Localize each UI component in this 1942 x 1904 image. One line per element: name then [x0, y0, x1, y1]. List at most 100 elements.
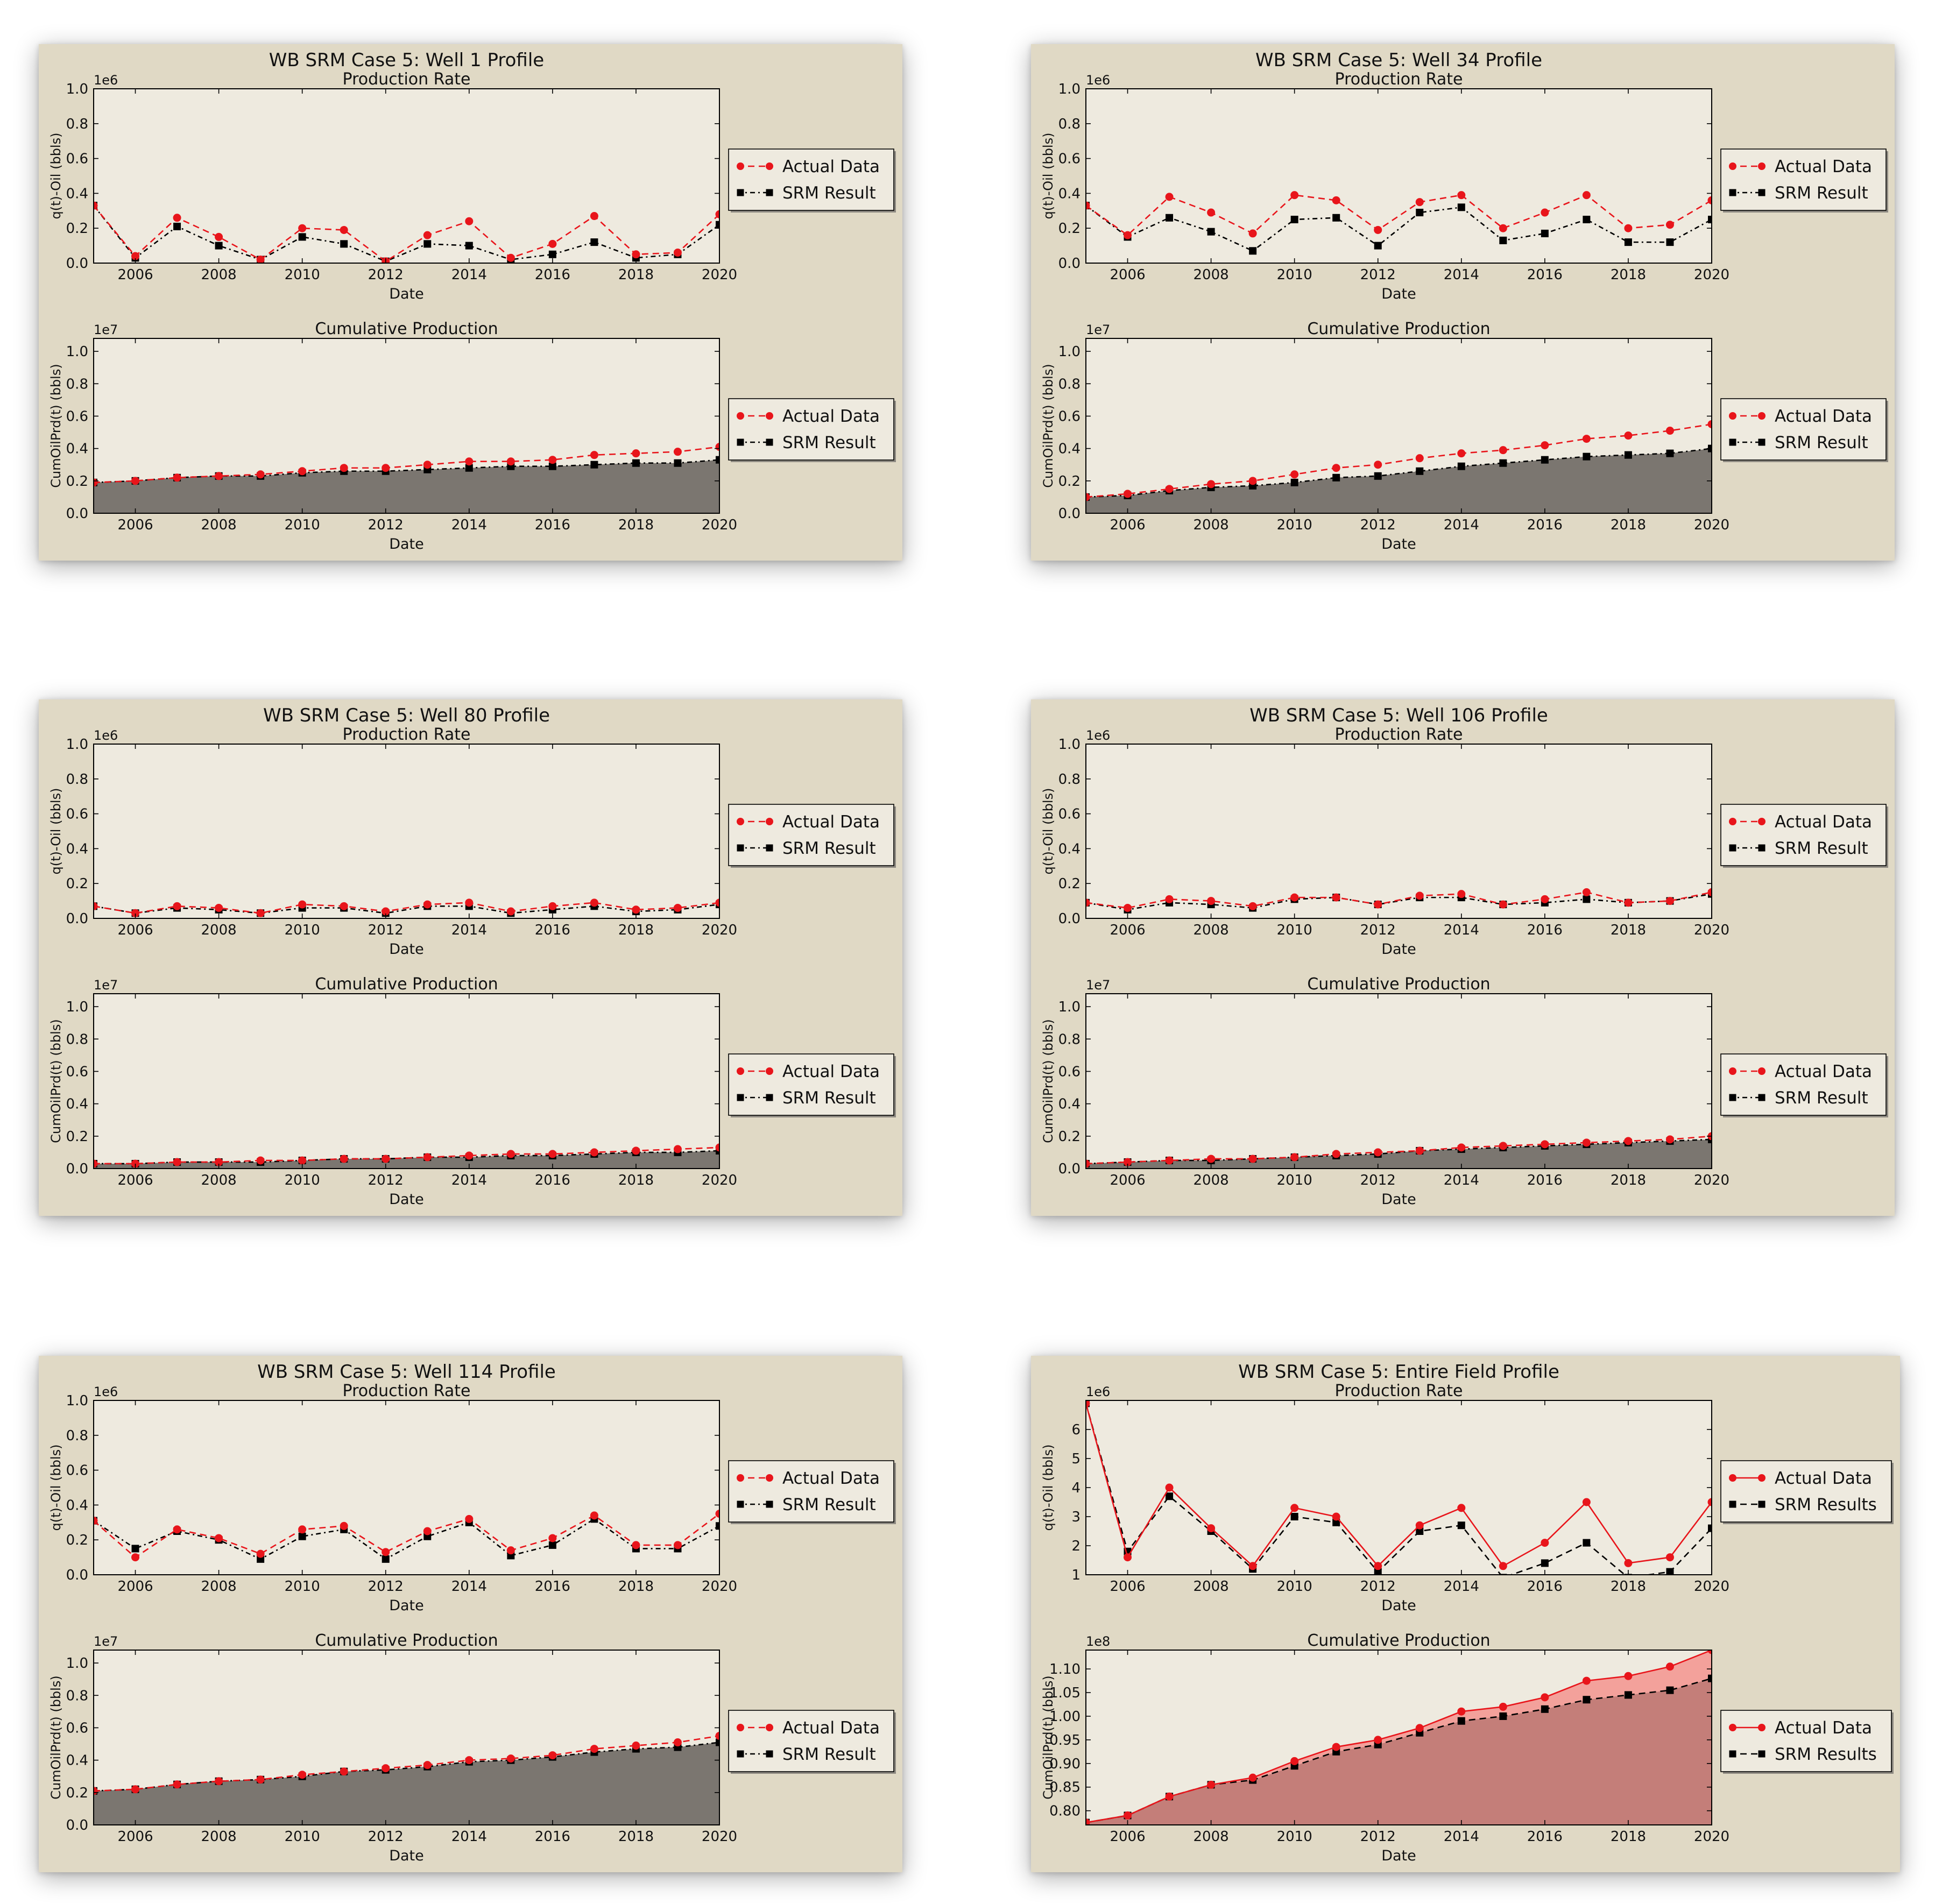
- x-tick-label: 2014: [451, 1579, 487, 1595]
- actual-data-point: [1290, 1153, 1299, 1162]
- plot-content: [1086, 888, 1712, 914]
- legend-marker: [1758, 1474, 1766, 1482]
- actual-data-line: [94, 446, 719, 484]
- actual-data-point: [131, 477, 140, 485]
- actual-data-point: [1665, 1662, 1674, 1671]
- actual-data-point: [1457, 1143, 1466, 1152]
- actual-data-point: [548, 1751, 557, 1760]
- y-axis-label: q(t)-Oil (bbls): [48, 133, 63, 220]
- axes-frame: [1085, 744, 1712, 919]
- actual-data-point: [1332, 1150, 1340, 1158]
- figure-title: WB SRM Case 5: Well 34 Profile: [1255, 49, 1542, 71]
- x-axis-label: Date: [1381, 1597, 1416, 1614]
- x-tick-label: 2014: [1444, 922, 1479, 938]
- actual-data-point: [1457, 1504, 1466, 1512]
- y-tick-label: 0.8: [66, 1031, 88, 1047]
- actual-data-point: [1541, 441, 1549, 450]
- legend-label-actual-data: Actual Data: [782, 157, 880, 176]
- srm-result-point: [716, 221, 719, 229]
- x-tick-label: 2020: [702, 922, 737, 938]
- y-tick-label: 0.6: [1058, 151, 1081, 167]
- y-tick-label: 0.2: [66, 1532, 88, 1548]
- x-tick-label: 2012: [1360, 1172, 1396, 1188]
- srm-results-point: [1166, 1492, 1174, 1500]
- y-tick-label: 0.2: [1058, 876, 1081, 892]
- legend-marker: [766, 1750, 773, 1758]
- y-axis-label: q(t)-Oil (bbls): [1041, 1445, 1056, 1531]
- actual-data-point: [590, 898, 598, 907]
- actual-data-point: [1457, 890, 1466, 898]
- cumulative-area-fill: [1086, 448, 1712, 513]
- legend-marker: [737, 1094, 744, 1101]
- legend-marker: [737, 162, 744, 170]
- actual-data-point: [382, 1155, 390, 1163]
- actual-data-line: [94, 1146, 719, 1165]
- actual-data-point: [1207, 1780, 1216, 1789]
- x-tick-label: 2010: [1277, 267, 1312, 283]
- y-tick-label: 0.8: [66, 1688, 88, 1704]
- actual-data-point: [465, 217, 474, 225]
- actual-data-point: [1624, 431, 1633, 440]
- legend-marker: [1758, 189, 1766, 196]
- x-tick-label: 2018: [618, 1579, 654, 1595]
- legend-marker: [1729, 162, 1736, 170]
- legend-marker: [1758, 818, 1766, 825]
- y-multiplier-label: 1e7: [94, 978, 118, 993]
- actual-data-point: [423, 1761, 432, 1769]
- actual-data-point: [298, 1156, 307, 1165]
- legend-label-actual-data: Actual Data: [1775, 812, 1872, 832]
- actual-data-point: [1165, 1156, 1174, 1165]
- actual-data-point: [715, 210, 719, 218]
- srm-result-point: [1374, 242, 1382, 250]
- x-tick-label: 2016: [1527, 1579, 1563, 1595]
- y-tick-label: 0.0: [66, 506, 88, 522]
- legend-label-srm-result: SRM Result: [782, 839, 876, 858]
- legend: Actual Data SRM Result: [1720, 1053, 1888, 1117]
- actual-data-point: [590, 1511, 598, 1520]
- x-tick-label: 2020: [1694, 1579, 1729, 1595]
- x-tick-label: 2018: [618, 1172, 654, 1188]
- x-tick-label: 2018: [618, 267, 654, 283]
- actual-data-line: [94, 902, 719, 914]
- actual-data-point: [590, 451, 598, 459]
- x-tick-label: 2016: [535, 517, 570, 533]
- actual-data-point: [1124, 1553, 1132, 1562]
- x-tick-label: 2018: [1611, 267, 1646, 283]
- actual-data-point: [1290, 893, 1299, 902]
- axes-frame: [93, 1400, 720, 1575]
- actual-data-point: [1665, 1135, 1674, 1144]
- x-tick-label: 2014: [1444, 1829, 1479, 1845]
- legend-box: [1720, 1460, 1892, 1523]
- actual-data-point: [1665, 427, 1674, 435]
- y-axis-label: CumOilPrd(t) (bbls): [1041, 1675, 1056, 1799]
- legend-marker: [1729, 1750, 1736, 1758]
- srm-results-point: [1499, 1712, 1507, 1720]
- actual-data-point: [1415, 1146, 1424, 1155]
- actual-data-point: [465, 1756, 474, 1765]
- legend-marker: [1758, 1724, 1766, 1731]
- x-tick-label: 2008: [1194, 1579, 1229, 1595]
- srm-results-point: [1708, 1674, 1712, 1682]
- x-tick-label: 2018: [1611, 922, 1646, 938]
- srm-result-point: [1499, 459, 1507, 467]
- actual-data-point: [1248, 902, 1257, 910]
- legend-marker: [1758, 844, 1766, 852]
- figure-well-80: WB SRM Case 5: Well 80 Profile0.00.20.40…: [48, 705, 896, 1208]
- y-tick-label: 0.0: [1058, 911, 1081, 927]
- y-tick-label: 1.0: [66, 1393, 88, 1409]
- actual-data-point: [131, 909, 140, 917]
- legend-box: [728, 804, 894, 866]
- actual-data-point: [94, 1517, 98, 1525]
- y-tick-label: 0.90: [1049, 1756, 1081, 1772]
- actual-data-point: [256, 256, 265, 263]
- actual-data-point: [1415, 198, 1424, 207]
- x-tick-label: 2006: [1110, 267, 1145, 283]
- x-tick-label: 2020: [702, 1829, 737, 1845]
- y-tick-label: 0.4: [1058, 441, 1081, 457]
- x-tick-label: 2006: [1110, 1579, 1145, 1595]
- y-tick-label: 0.2: [66, 221, 88, 237]
- actual-data-point: [382, 1764, 390, 1773]
- actual-data-point: [256, 1775, 265, 1784]
- actual-data-point: [1207, 208, 1216, 217]
- actual-data-point: [215, 472, 223, 480]
